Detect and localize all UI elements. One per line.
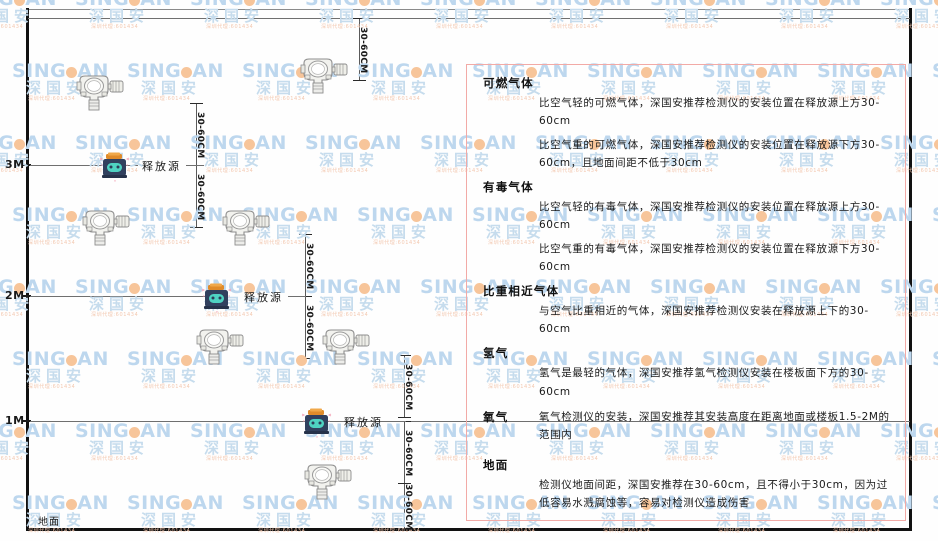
source-leader-line-right: [288, 296, 306, 297]
dimension-label: 30-60CM: [304, 243, 314, 290]
level-line-1m: [28, 421, 910, 422]
dimension-line: [404, 355, 405, 417]
dimension-label: 30-60CM: [358, 27, 368, 74]
guidance-section-heading: 氧气: [483, 409, 509, 424]
dimension-cap: [398, 528, 411, 529]
dimension-label: 30-60CM: [195, 112, 205, 159]
guidance-section-heading: 有毒气体: [483, 180, 534, 195]
gas-detector-icon: [196, 329, 244, 365]
guidance-paragraph: 氧气检测仪的安装，深国安推荐其安装高度在距离地面或楼板1.5-2M的范围内: [539, 410, 890, 441]
guidance-section: 地面检测仪地面间距，深国安推荐在30-60cm，且不得小于30cm，因为过低容易…: [483, 457, 891, 512]
release-source: [200, 283, 234, 317]
release-source-icon: [301, 408, 332, 438]
dimension-label: 30-60CM: [304, 305, 314, 352]
gas-detector: [296, 53, 352, 101]
guidance-section: 比重相近气体与空气比重相近的气体，深国安推荐检测仪安装在释放源上下的30-60c…: [483, 283, 891, 338]
source-leader-line: [30, 296, 200, 297]
guidance-paragraph: 比空气轻的有毒气体，深国安推荐检测仪的安装位置在释放源上方30-60cm: [539, 201, 880, 232]
guidance-section-heading: 氢气: [483, 346, 509, 361]
dimension-cap: [299, 358, 312, 359]
gas-detector: [300, 459, 356, 507]
ground-label: 地面: [38, 517, 60, 528]
dimension-line: [305, 234, 306, 296]
axis-tick: [22, 420, 31, 422]
dimension-line: [196, 103, 197, 165]
guidance-section: 有毒气体 比空气轻的有毒气体，深国安推荐检测仪的安装位置在释放源上方30-60cm…: [483, 179, 891, 276]
gas-detector-icon: [222, 210, 270, 246]
ceiling-line: [28, 18, 910, 19]
guidance-paragraph: 氢气是最轻的气体，深国安推荐氢气检测仪安装在楼板面下方的30-60cm: [539, 367, 869, 398]
source-leader-line: [30, 421, 300, 422]
dimension-line: [404, 421, 405, 483]
source-leader-line: [30, 165, 98, 166]
source-leader-line-right: [186, 165, 204, 166]
dimension-label: 30-60CM: [403, 364, 413, 411]
gas-detector-icon: [82, 210, 130, 246]
guidance-paragraph: 比空气重的可燃气体，深国安推荐检测仪的安装位置在释放源下方30-60cm，且地面…: [539, 139, 880, 170]
guidance-paragraph: 检测仪地面间距，深国安推荐在30-60cm，且不得小于30cm，因为过低容易水溅…: [539, 478, 888, 509]
dimension-cap: [353, 80, 366, 81]
release-source-icon: [201, 283, 232, 313]
dimension-label: 30-60CM: [403, 430, 413, 477]
vertical-axis-left: [26, 8, 29, 531]
installation-guidance-panel: 可燃气体 比空气轻的可燃气体，深国安推荐检测仪的安装位置在释放源上方30-60cm…: [466, 64, 906, 521]
dimension-line: [305, 296, 306, 358]
axis-tick: [22, 164, 31, 166]
ground-axis-line: [27, 528, 911, 531]
dimension-line: [359, 18, 360, 80]
guidance-paragraph: 与空气比重相近的气体，深国安推荐检测仪安装在释放源上下的30-60cm: [539, 305, 869, 336]
axis-label-3m: 3M: [5, 158, 25, 171]
gas-detector-icon: [300, 58, 348, 94]
dimension-cap: [190, 103, 203, 104]
dimension-line: [404, 483, 405, 528]
release-source-label: 释放源: [344, 416, 383, 429]
dimension-cap: [398, 355, 411, 356]
dimension-line: [196, 165, 197, 227]
gas-detector: [192, 324, 248, 372]
dimension-cap: [299, 234, 312, 235]
gas-detector: [218, 205, 274, 253]
source-leader-line-right: [388, 421, 406, 422]
dimension-cap: [398, 483, 411, 484]
gas-detector: [78, 205, 134, 253]
guidance-section-heading: 比重相近气体: [483, 284, 560, 299]
release-source-label: 释放源: [142, 160, 181, 173]
dimension-cap: [190, 227, 203, 228]
guidance-section: 氢气氢气是最轻的气体，深国安推荐氢气检测仪安装在楼板面下方的30-60cm: [483, 345, 891, 400]
vertical-axis-right: [909, 8, 912, 531]
gas-detector: [318, 324, 374, 372]
dimension-label: 30-60CM: [403, 483, 413, 530]
gas-detector-icon: [304, 464, 352, 500]
release-source-label: 释放源: [244, 291, 283, 304]
gas-detector-icon: [76, 75, 124, 111]
guidance-section-heading: 可燃气体: [483, 76, 534, 90]
release-source: [98, 152, 132, 186]
axis-tick: [22, 295, 31, 297]
guidance-section: 可燃气体 比空气轻的可燃气体，深国安推荐检测仪的安装位置在释放源上方30-60cm…: [483, 75, 891, 172]
dimension-cap: [398, 417, 411, 418]
guidance-paragraph: 比空气重的有毒气体，深国安推荐检测仪的安装位置在释放源下方30-60cm: [539, 243, 880, 274]
axis-label-2m: 2M: [5, 289, 25, 302]
axis-label-1m: 1M: [5, 414, 25, 427]
guidance-section-heading: 地面: [483, 457, 509, 472]
release-source-icon: [99, 152, 130, 182]
guidance-section: 氧气 氧气检测仪的安装，深国安推荐其安装高度在距离地面或楼板1.5-2M的范围内: [483, 408, 891, 450]
gas-detector-icon: [322, 329, 370, 365]
release-source: [300, 408, 334, 442]
dimension-cap: [353, 18, 366, 19]
gas-detector: [72, 70, 128, 118]
guidance-paragraph: 比空气轻的可燃气体，深国安推荐检测仪的安装位置在释放源上方30-60cm: [539, 97, 880, 128]
dimension-label: 30-60CM: [195, 174, 205, 221]
